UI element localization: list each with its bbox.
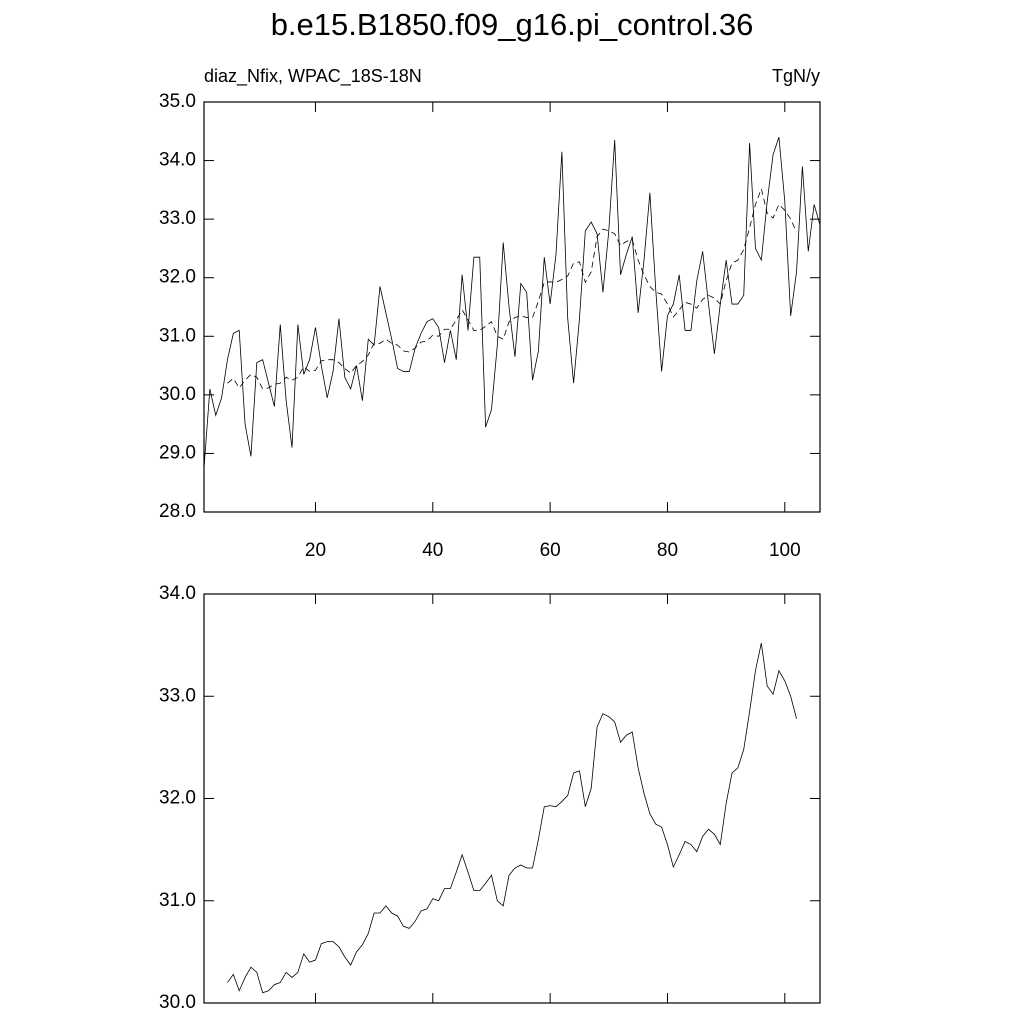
y-tick-label: 28.0 xyxy=(159,501,196,522)
x-tick-label: 20 xyxy=(305,540,326,561)
x-tick-label: 80 xyxy=(657,540,678,561)
x-tick-label: 40 xyxy=(422,540,443,561)
y-tick-label: 29.0 xyxy=(159,442,196,463)
y-tick-label: 31.0 xyxy=(159,325,196,346)
y-tick-label: 34.0 xyxy=(159,583,196,604)
y-tick-label: 32.0 xyxy=(159,788,196,809)
x-tick-label: 100 xyxy=(769,540,801,561)
subtitle-right: TgN/y xyxy=(772,66,820,86)
x-tick-label: 60 xyxy=(540,540,561,561)
plot-frame xyxy=(203,101,821,513)
y-tick-label: 34.0 xyxy=(159,150,196,171)
y-tick-label: 30.0 xyxy=(159,384,196,405)
data-line xyxy=(227,187,797,390)
data-line xyxy=(227,642,797,994)
y-tick-label: 35.0 xyxy=(159,91,196,112)
data-line xyxy=(203,137,821,469)
chart-title: b.e15.B1850.f09_g16.pi_control.36 xyxy=(271,7,754,42)
subtitle-left: diaz_Nfix, WPAC_18S-18N xyxy=(204,66,422,87)
plot-frame xyxy=(203,593,821,1004)
y-tick-label: 31.0 xyxy=(159,890,196,911)
y-tick-label: 30.0 xyxy=(159,992,196,1013)
y-tick-label: 32.0 xyxy=(159,267,196,288)
y-tick-label: 33.0 xyxy=(159,685,196,706)
y-tick-label: 33.0 xyxy=(159,208,196,229)
